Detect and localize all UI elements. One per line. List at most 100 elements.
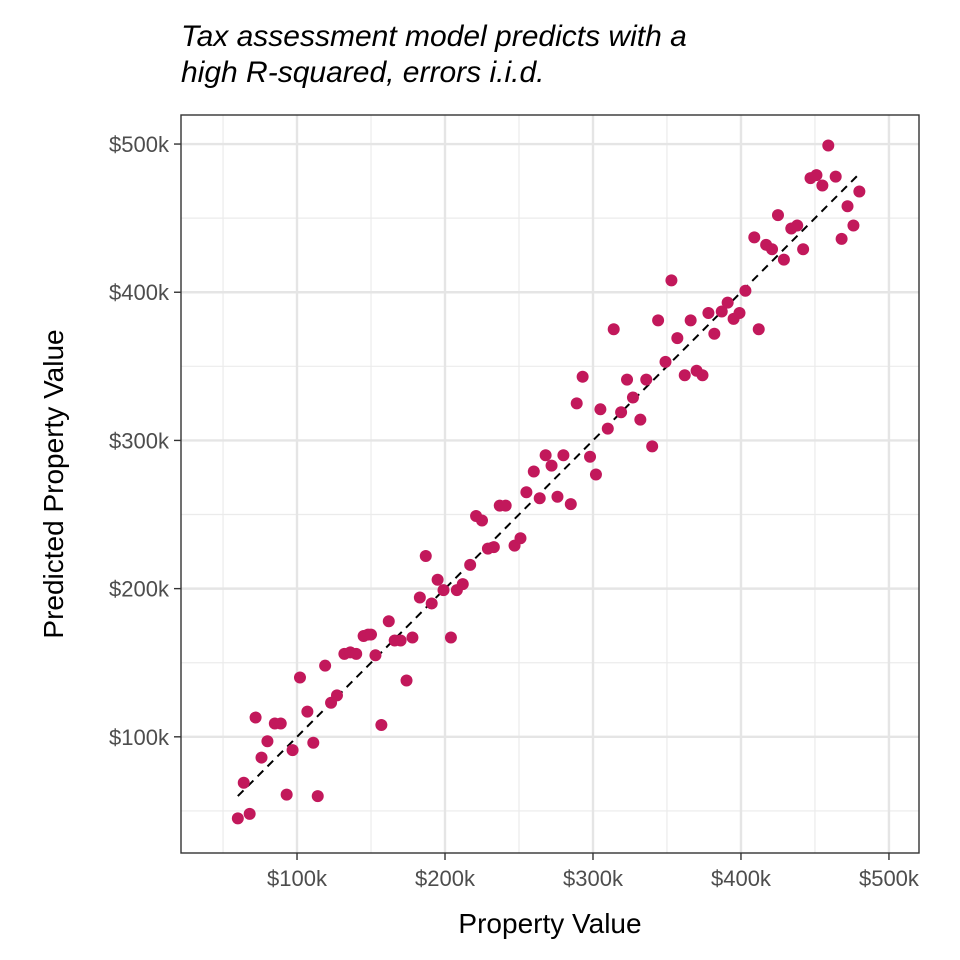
data-point (816, 179, 829, 192)
data-point (487, 541, 500, 554)
data-point (350, 647, 363, 660)
data-point (646, 440, 659, 453)
data-point (261, 735, 274, 748)
data-point (286, 744, 299, 757)
data-point (739, 284, 752, 297)
data-point (551, 490, 564, 503)
data-point (444, 631, 457, 644)
data-point (791, 219, 804, 232)
chart-title-line-2: high R-squared, errors i.i.d. (181, 56, 545, 89)
data-point (365, 628, 378, 641)
data-point (678, 369, 691, 382)
data-point (437, 584, 450, 597)
data-point (594, 403, 607, 416)
data-point (293, 671, 306, 684)
data-point (696, 369, 709, 382)
data-point (570, 397, 583, 410)
data-point (853, 185, 866, 198)
data-point (777, 253, 790, 266)
data-point (771, 209, 784, 222)
x-tick-label: $400k (711, 866, 772, 891)
data-point (425, 597, 438, 610)
data-point (665, 274, 678, 287)
data-point (584, 450, 597, 463)
chart-title-line-1: Tax assessment model predicts with a (181, 20, 687, 53)
y-tick-label: $300k (109, 428, 170, 453)
data-point (249, 711, 262, 724)
data-point (841, 200, 854, 213)
data-point (527, 465, 540, 478)
data-point (406, 631, 419, 644)
data-point (545, 459, 558, 472)
data-point (607, 323, 620, 336)
data-point (456, 578, 469, 591)
data-point (499, 499, 512, 512)
data-point (413, 591, 426, 604)
data-point (319, 659, 332, 672)
y-tick-label: $500k (109, 132, 170, 157)
x-tick-label: $200k (415, 866, 476, 891)
x-tick-label: $100k (267, 866, 328, 891)
data-point (601, 422, 614, 435)
panel-border (180, 114, 920, 854)
data-point (274, 717, 287, 730)
data-point (621, 373, 634, 386)
y-tick-label: $200k (109, 577, 170, 602)
data-point (684, 314, 697, 327)
data-point (419, 550, 432, 563)
data-point (576, 370, 589, 383)
data-point (394, 634, 407, 647)
data-point (520, 486, 533, 499)
data-point (721, 296, 734, 309)
data-point (400, 674, 413, 687)
data-point (311, 790, 324, 803)
data-point (810, 169, 823, 182)
y-tick-label: $400k (109, 280, 170, 305)
data-point (752, 323, 765, 336)
data-point (847, 219, 860, 232)
data-point (564, 498, 577, 511)
x-tick-label: $500k (859, 866, 920, 891)
data-point (615, 406, 628, 419)
data-point (835, 232, 848, 245)
data-point (557, 449, 570, 462)
y-tick-label: $100k (109, 725, 170, 750)
data-point (652, 314, 665, 327)
data-point (539, 449, 552, 462)
data-point (301, 705, 314, 718)
data-point (766, 243, 779, 256)
data-point (829, 170, 842, 183)
data-point (431, 573, 444, 586)
data-point (243, 807, 256, 820)
data-point (797, 243, 810, 256)
ticks: $100k $200k $300k $400k $500k $100k $200k $300k… (109, 132, 920, 891)
data-point (708, 327, 721, 340)
data-point (369, 649, 382, 662)
y-axis-title: Predicted Property Value (38, 329, 69, 638)
data-point (715, 305, 728, 318)
data-point (476, 514, 489, 527)
data-point (733, 306, 746, 319)
data-point (634, 413, 647, 426)
data-point (514, 532, 527, 545)
data-point (589, 468, 602, 481)
data-point (231, 812, 244, 825)
data-point (702, 306, 715, 319)
data-point (671, 332, 684, 345)
data-point (533, 492, 546, 505)
data-point (237, 776, 250, 789)
points (231, 139, 866, 825)
data-point (626, 391, 639, 404)
data-point (822, 139, 835, 152)
x-tick-label: $300k (563, 866, 624, 891)
grid (181, 115, 919, 853)
data-point (375, 718, 388, 731)
data-point (382, 615, 395, 628)
data-point (330, 689, 343, 702)
x-axis-title: Property Value (458, 908, 641, 939)
data-point (640, 373, 653, 386)
data-point (280, 788, 293, 801)
data-point (255, 751, 268, 764)
data-point (659, 355, 672, 368)
